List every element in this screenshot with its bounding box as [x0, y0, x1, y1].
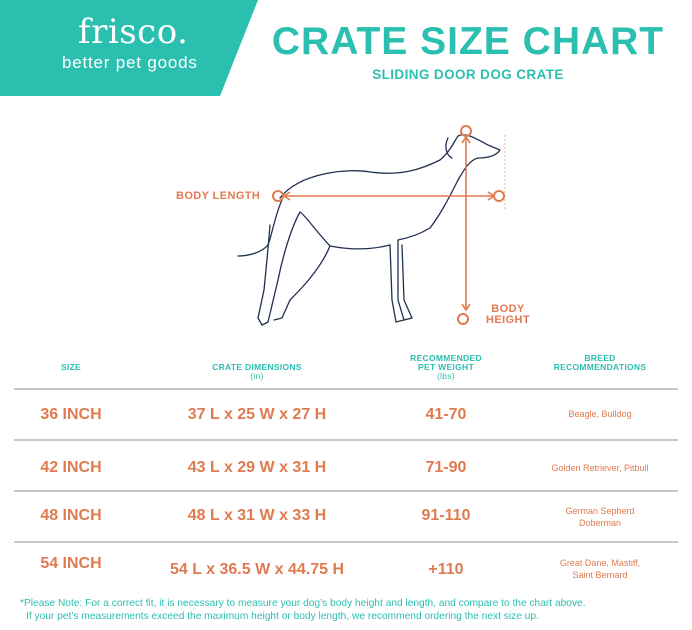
breed-line: Saint Bernard	[572, 570, 628, 580]
header-weight: RECOMMENDED PET WEIGHT (lbs)	[386, 354, 506, 381]
breed-line: Golden Retriever, Pitbull	[551, 463, 649, 473]
divider	[14, 490, 678, 492]
header-dimensions: CRATE DIMENSIONS (in)	[130, 363, 384, 381]
page-title: CRATE SIZE CHART	[271, 20, 665, 63]
brand-logo-name: frisco.	[78, 12, 189, 52]
breed-line: Doberman	[578, 518, 622, 528]
breed-line: Beagle, Bulldog	[568, 409, 632, 419]
header-weight-line1: RECOMMENDED	[410, 353, 482, 363]
body-height-label: BODY HEIGHT	[486, 304, 530, 326]
header-weight-line2: PET WEIGHT	[418, 362, 474, 372]
divider	[14, 541, 678, 543]
divider	[14, 388, 678, 390]
body-length-label: BODY LENGTH	[176, 190, 261, 202]
dog-illustration	[237, 134, 501, 326]
logo-banner	[0, 0, 258, 96]
dimensions-cell: 37 L x 25 W x 27 H	[187, 406, 327, 423]
header-breed-line1: BREED	[584, 353, 616, 363]
dimensions-cell: 48 L x 31 W x 33 H	[187, 507, 327, 524]
measurement-lines	[272, 125, 505, 325]
body-height-label-line2: HEIGHT	[486, 314, 530, 326]
header-dimensions-unit: (in)	[250, 371, 264, 381]
body-height-label-line1: BODY	[491, 303, 525, 315]
page-subtitle: SLIDING DOOR DOG CRATE	[372, 67, 564, 82]
header-weight-unit: (lbs)	[436, 371, 456, 381]
size-cell: 42 INCH	[40, 459, 102, 476]
header-breed: BREED RECOMMENDATIONS	[520, 354, 680, 372]
fit-note: *Please Note: For a correct fit, it is n…	[20, 597, 690, 623]
header-size: SIZE	[60, 362, 82, 372]
header-breed-line2: RECOMMENDATIONS	[553, 362, 647, 372]
dimensions-cell: 54 L x 36.5 W x 44.75 H	[169, 561, 345, 578]
fit-note-line2: If your pet’s measurements exceed the ma…	[26, 611, 539, 622]
dimensions-cell: 43 L x 29 W x 31 H	[187, 459, 327, 476]
size-cell: 54 INCH	[40, 555, 102, 572]
fit-note-line1: *Please Note: For a correct fit, it is n…	[20, 598, 586, 609]
weight-cell: 41-70	[425, 406, 467, 423]
breed-cell: Golden Retriever, Pitbull	[520, 462, 680, 474]
breed-cell: Beagle, Bulldog	[520, 408, 680, 420]
weight-cell: +110	[428, 561, 464, 578]
divider	[14, 439, 678, 441]
header-dimensions-title: CRATE DIMENSIONS	[212, 362, 302, 372]
breed-line: Great Dane, Mastiff,	[559, 558, 641, 568]
breed-cell: German Sepherd Doberman	[520, 505, 680, 529]
weight-cell: 91-110	[421, 507, 471, 524]
weight-cell: 71-90	[425, 459, 467, 476]
breed-cell: Great Dane, Mastiff, Saint Bernard	[520, 557, 680, 581]
brand-tagline: better pet goods	[62, 53, 198, 72]
size-cell: 36 INCH	[40, 406, 102, 423]
dog-measurement-diagram	[237, 125, 506, 326]
breed-line: German Sepherd	[565, 506, 635, 516]
size-cell: 48 INCH	[40, 507, 102, 524]
